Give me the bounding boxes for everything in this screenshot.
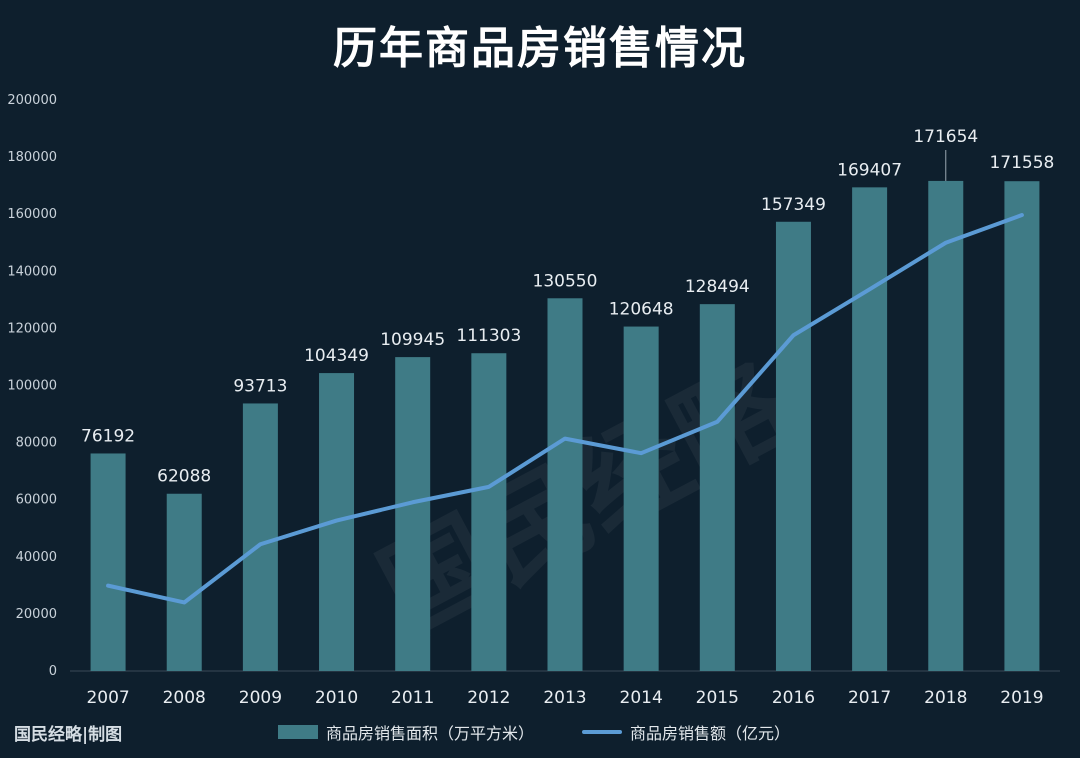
line-point-2019: [1021, 214, 1023, 216]
line-point-2007: [107, 585, 109, 587]
line-point-2015: [716, 421, 718, 423]
bar-2016: [775, 221, 811, 671]
line-point-2009: [259, 543, 261, 545]
bar-2013: [547, 298, 583, 671]
y-tick-label: 40000: [16, 550, 57, 565]
legend: 商品房销售面积（万平方米） 商品房销售额（亿元）: [0, 720, 1080, 746]
x-tick-label: 2016: [772, 688, 815, 708]
bar-2017: [852, 187, 888, 671]
line-point-2018: [945, 242, 947, 244]
y-tick-label: 60000: [16, 493, 57, 508]
line-point-2016: [792, 334, 794, 336]
data-label-2012: 111303: [456, 326, 521, 346]
line-point-2017: [869, 288, 871, 290]
y-tick-label: 120000: [7, 321, 57, 336]
x-tick-label: 2009: [239, 688, 282, 708]
line-point-2012: [488, 486, 490, 488]
bar-2014: [623, 326, 659, 671]
y-tick-label: 160000: [7, 207, 57, 222]
x-tick-label: 2008: [163, 688, 206, 708]
bar-2008: [166, 493, 202, 671]
chart-title: 历年商品房销售情况: [333, 23, 747, 74]
chart-plot: 0 20000 40000 60000 80000 100000 120000 140000 1…: [7, 93, 1060, 708]
bar-2011: [395, 357, 431, 671]
credit-text: 国民经略|制图: [14, 725, 123, 745]
data-label-2010: 104349: [304, 346, 369, 366]
data-label-2014: 120648: [609, 300, 674, 320]
x-tick-label: 2010: [315, 688, 358, 708]
line-point-2013: [564, 438, 566, 440]
data-label-2011: 109945: [380, 330, 445, 350]
x-tick-label: 2013: [543, 688, 586, 708]
data-label-2015: 128494: [685, 277, 750, 297]
y-tick-label: 200000: [7, 93, 57, 108]
y-tick-label: 80000: [16, 436, 57, 451]
bar-2009: [242, 403, 278, 671]
data-label-2007: 76192: [81, 426, 135, 446]
legend-line-label: 商品房销售额（亿元）: [630, 724, 791, 743]
bar-2012: [471, 353, 507, 671]
x-tick-label: 2012: [467, 688, 510, 708]
bar-2015: [699, 304, 735, 671]
data-label-2013: 130550: [533, 271, 598, 291]
bar-2019: [1004, 181, 1040, 671]
bar-2018: [928, 180, 964, 671]
y-tick-label: 0: [49, 664, 57, 679]
line-point-2008: [183, 601, 185, 603]
line-point-2014: [640, 452, 642, 454]
data-label-2008: 62088: [157, 467, 211, 487]
x-tick-label: 2015: [696, 688, 739, 708]
y-tick-label: 100000: [7, 379, 57, 394]
bar-2007: [90, 453, 126, 671]
x-tick-label: 2007: [86, 688, 129, 708]
line-point-2011: [412, 501, 414, 503]
y-tick-label: 140000: [7, 264, 57, 279]
data-label-2019: 171558: [989, 153, 1054, 173]
data-label-2017: 169407: [837, 160, 902, 180]
x-tick-label: 2019: [1000, 688, 1043, 708]
x-tick-label: 2017: [848, 688, 891, 708]
x-tick-label: 2011: [391, 688, 434, 708]
x-tick-label: 2018: [924, 688, 967, 708]
data-label-2016: 157349: [761, 195, 826, 215]
x-tick-label: 2014: [620, 688, 663, 708]
legend-item-area: 商品房销售面积（万平方米）: [278, 720, 534, 744]
data-label-2009: 93713: [233, 376, 287, 396]
legend-item-sales: 商品房销售额（亿元）: [582, 720, 790, 744]
data-label-2018: 171654: [913, 127, 978, 147]
y-tick-label: 20000: [16, 607, 57, 622]
legend-bar-swatch: [278, 725, 318, 739]
y-tick-label: 180000: [7, 150, 57, 165]
legend-line-swatch: [582, 730, 622, 734]
line-point-2010: [336, 520, 338, 522]
legend-bar-label: 商品房销售面积（万平方米）: [326, 724, 535, 743]
